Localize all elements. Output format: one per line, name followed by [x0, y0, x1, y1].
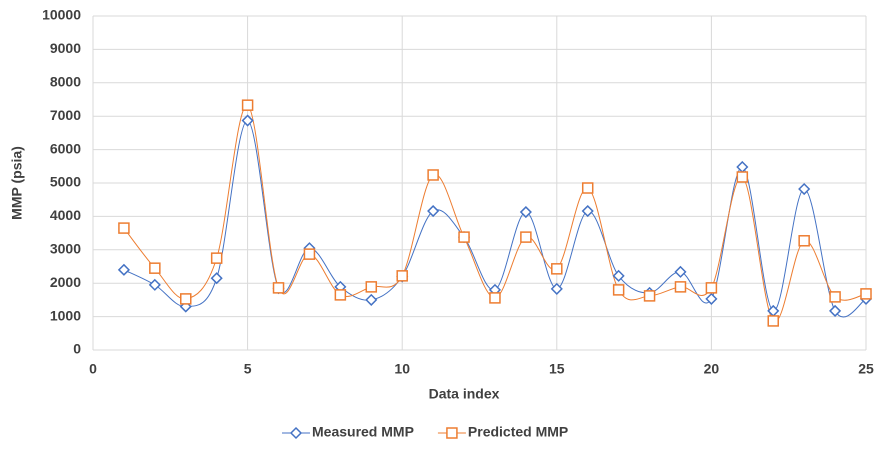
data-point [612, 269, 625, 282]
data-point [736, 171, 749, 183]
data-point [427, 204, 440, 218]
data-point [396, 270, 408, 282]
y-tick-label: 10000 [42, 7, 81, 23]
y-tick-label: 5000 [50, 174, 81, 190]
data-point [149, 262, 161, 274]
data-point [365, 293, 378, 306]
data-point [241, 114, 254, 127]
legend-label: Predicted MMP [468, 424, 568, 440]
data-point [581, 182, 594, 194]
y-tick-label: 7000 [50, 107, 81, 123]
data-point [117, 263, 130, 276]
data-point [520, 231, 532, 243]
data-point [829, 304, 842, 317]
data-point [798, 235, 810, 247]
x-tick-label: 0 [89, 361, 97, 377]
x-tick-label: 10 [394, 361, 410, 377]
y-tick-label: 6000 [50, 140, 81, 156]
data-point [365, 281, 378, 293]
data-point [210, 252, 223, 264]
y-tick-label: 2000 [50, 274, 81, 290]
y-axis-title: MMP (psia) [9, 146, 25, 220]
y-tick-label: 4000 [50, 207, 81, 223]
y-tick-label: 3000 [50, 241, 81, 257]
data-point [303, 248, 316, 260]
data-point [674, 281, 687, 293]
data-point [767, 315, 779, 327]
y-tick-label: 8000 [50, 74, 81, 90]
data-point [180, 293, 192, 305]
data-point [705, 282, 718, 294]
data-point [241, 99, 254, 111]
x-tick-label: 15 [549, 361, 565, 377]
data-point [581, 204, 594, 218]
data-point [860, 288, 872, 300]
data-point [148, 278, 161, 291]
data-point [519, 205, 532, 219]
data-point [550, 282, 563, 295]
y-tick-label: 9000 [50, 40, 81, 56]
y-tick-label: 0 [73, 341, 81, 357]
y-tick-label: 1000 [50, 307, 81, 323]
x-tick-label: 5 [244, 361, 252, 377]
data-point [489, 292, 501, 304]
x-tick-label: 20 [704, 361, 720, 377]
x-tick-label: 25 [858, 361, 874, 377]
legend-marker [446, 427, 458, 439]
data-point [458, 231, 470, 243]
data-point [798, 182, 811, 196]
data-point [118, 222, 130, 234]
data-point [551, 263, 563, 275]
data-point [334, 289, 347, 301]
data-point [612, 284, 625, 296]
x-axis-title: Data index [429, 386, 500, 402]
data-point [674, 265, 687, 278]
data-point [272, 282, 285, 294]
data-point [643, 290, 656, 302]
legend-label: Measured MMP [312, 424, 414, 440]
data-point [427, 169, 439, 181]
data-point [705, 292, 718, 305]
legend-marker [289, 426, 303, 440]
data-point [210, 272, 223, 285]
data-point [829, 291, 841, 303]
